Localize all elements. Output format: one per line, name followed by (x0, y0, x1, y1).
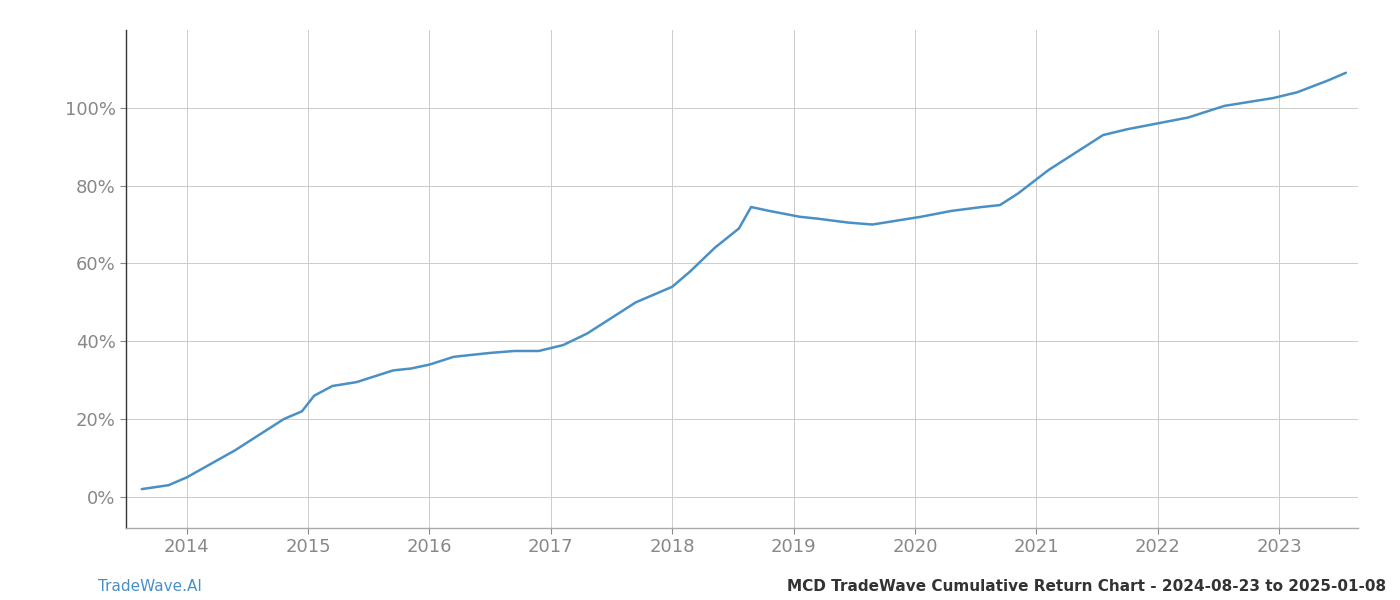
Text: TradeWave.AI: TradeWave.AI (98, 579, 202, 594)
Text: MCD TradeWave Cumulative Return Chart - 2024-08-23 to 2025-01-08: MCD TradeWave Cumulative Return Chart - … (787, 579, 1386, 594)
